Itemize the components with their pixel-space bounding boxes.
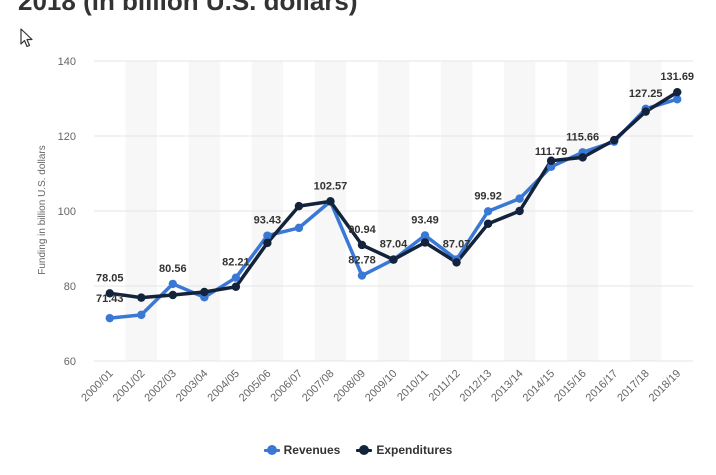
- data-labels: 78.05 71.43 80.56 82.21 93.43 102.57 90.94 82.7…: [96, 71, 694, 305]
- x-tick-2013/14: 2013/14: [489, 368, 526, 405]
- revenues-point-2001/02: [137, 310, 146, 320]
- data-label-127.25: 127.25: [629, 88, 663, 100]
- expenditures-point-2001/02: [137, 293, 146, 302]
- x-tick-2003/04: 2003/04: [174, 368, 211, 405]
- revenues-point-2014/15: [546, 162, 556, 171]
- y-tick-100: 100: [58, 206, 76, 218]
- legend-item-expenditures[interactable]: Expenditures: [356, 443, 452, 457]
- data-label-78.05: 78.05: [96, 272, 124, 284]
- y-axis-label: Funding in billion U.S. dollars: [37, 145, 48, 275]
- x-tick-2011/12: 2011/12: [427, 368, 463, 404]
- expenditures-point-2016/17: [609, 135, 619, 145]
- expenditures-point-2018/19: [673, 87, 682, 97]
- data-label-87.04: 87.04: [380, 239, 408, 251]
- revenues-point-2006/07: [294, 223, 304, 233]
- data-label-93.43: 93.43: [254, 215, 282, 227]
- expenditures-point-2009/10: [389, 255, 398, 264]
- data-label-102.57: 102.57: [314, 180, 348, 192]
- x-tick-2004/05: 2004/05: [205, 368, 242, 405]
- x-tick-2017/18: 2017/18: [615, 368, 652, 405]
- y-tick-80: 80: [64, 281, 76, 293]
- x-tick-2010/11: 2010/11: [395, 368, 431, 404]
- revenues-point-2012/13: [483, 207, 493, 216]
- legend: Revenues Expenditures: [0, 443, 716, 457]
- revenues-point-2018/19: [673, 95, 682, 104]
- mouse-cursor-icon: [20, 28, 33, 48]
- series-points: [105, 87, 682, 323]
- y-tick-120: 120: [58, 131, 76, 143]
- data-label-82.21: 82.21: [222, 257, 250, 269]
- x-axis-ticks: 2000/012001/022002/032003/042004/052005/…: [79, 368, 683, 405]
- legend-label-revenues: Revenues: [283, 443, 341, 457]
- y-tick-140: 140: [58, 56, 76, 68]
- x-tick-2012/13: 2012/13: [458, 368, 495, 405]
- x-tick-2018/19: 2018/19: [647, 368, 684, 405]
- x-tick-2006/07: 2006/07: [268, 368, 305, 405]
- expenditures-point-2004/05: [231, 282, 241, 291]
- chart-title: 2018 (in billion U.S. dollars): [18, 0, 358, 16]
- expenditures-point-2000/01: [105, 289, 114, 298]
- legend-item-revenues[interactable]: Revenues: [263, 443, 341, 457]
- x-tick-2001/02: 2001/02: [111, 368, 148, 405]
- expenditures-point-2005/06: [263, 238, 272, 248]
- expenditures-point-2013/14: [515, 206, 524, 216]
- x-tick-2007/08: 2007/08: [300, 368, 337, 405]
- x-tick-2015/16: 2015/16: [552, 368, 589, 405]
- revenues-point-2002/03: [168, 279, 178, 289]
- expenditures-point-2012/13: [483, 219, 493, 228]
- data-label-131.69: 131.69: [660, 71, 694, 83]
- data-label-80.56: 80.56: [159, 263, 187, 275]
- data-label-93.49: 93.49: [411, 214, 439, 226]
- revenues-point-2008/09: [357, 271, 367, 280]
- legend-symbol-expenditures: [356, 445, 373, 455]
- expenditures-point-2003/04: [200, 287, 209, 297]
- gridlines: [94, 60, 693, 362]
- data-label-99.92: 99.92: [474, 190, 502, 202]
- expenditures-point-2015/16: [578, 153, 587, 162]
- x-tick-2009/10: 2009/10: [363, 368, 400, 405]
- expenditures-point-2014/15: [546, 156, 556, 165]
- legend-label-expenditures: Expenditures: [376, 443, 453, 457]
- expenditures-point-2017/18: [641, 107, 650, 116]
- data-label-87.07: 87.07: [443, 238, 471, 250]
- legend-symbol-revenues: [263, 445, 280, 455]
- expenditures-point-2008/09: [357, 240, 367, 250]
- data-label-90.94: 90.94: [348, 224, 376, 236]
- x-tick-2005/06: 2005/06: [237, 368, 274, 405]
- data-label-111.79: 111.79: [535, 146, 567, 158]
- expenditures-point-2011/12: [452, 258, 461, 267]
- data-label-82.78: 82.78: [348, 255, 376, 267]
- x-tick-2014/15: 2014/15: [521, 368, 558, 405]
- x-tick-2008/09: 2008/09: [331, 368, 368, 405]
- x-tick-2000/01: 2000/01: [79, 368, 116, 405]
- revenues-point-2004/05: [231, 273, 241, 282]
- y-tick-60: 60: [64, 356, 76, 368]
- expenditures-point-2006/07: [294, 201, 304, 211]
- y-axis-ticks: 60 80 100 120 140: [58, 56, 76, 368]
- data-label-115.66: 115.66: [566, 131, 599, 143]
- revenues-point-2013/14: [515, 194, 524, 203]
- expenditures-point-2010/11: [420, 238, 430, 247]
- revenues-point-2010/11: [420, 231, 430, 240]
- revenues-point-2005/06: [263, 231, 272, 240]
- x-tick-2002/03: 2002/03: [142, 368, 179, 405]
- line-chart: 60 80 100 120 140 Funding in billion U.S. do…: [37, 56, 694, 405]
- expenditures-point-2007/08: [326, 197, 335, 206]
- data-label-71.43: 71.43: [96, 293, 124, 305]
- expenditures-point-2002/03: [168, 290, 178, 300]
- x-tick-2016/17: 2016/17: [584, 368, 621, 405]
- revenues-point-2000/01: [105, 313, 114, 323]
